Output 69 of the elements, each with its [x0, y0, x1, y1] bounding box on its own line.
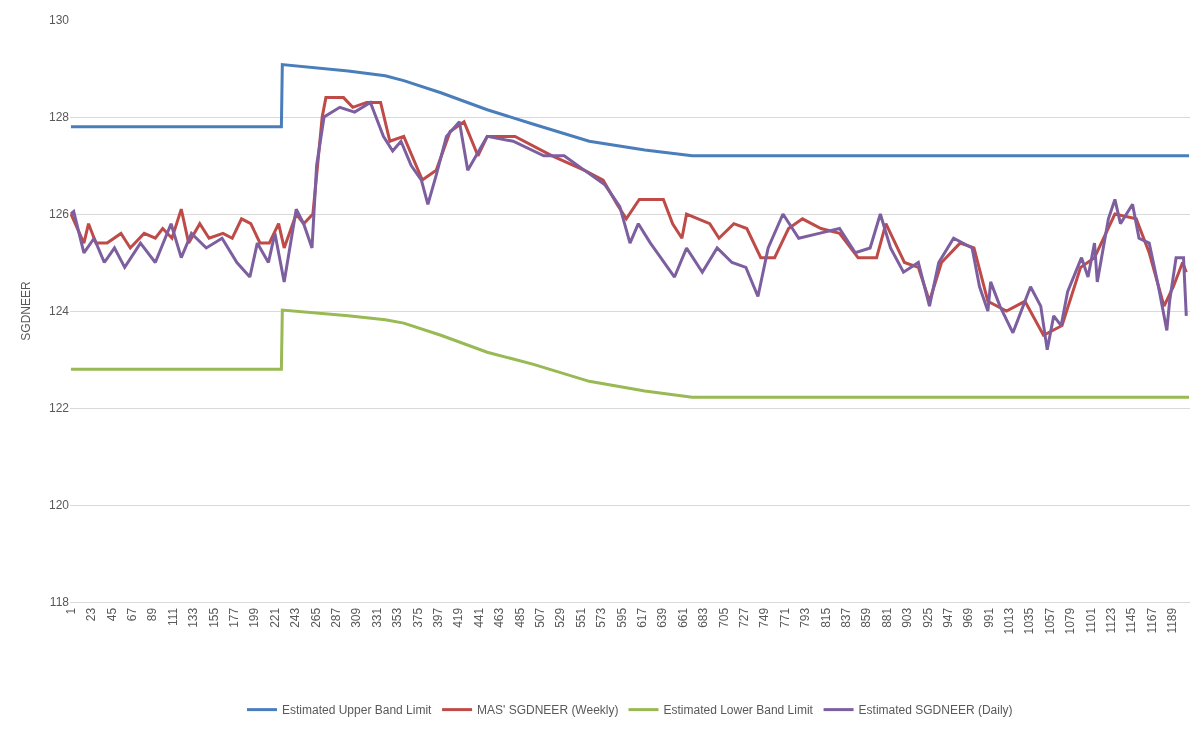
- x-tick-label: 991: [981, 607, 996, 628]
- x-tick-label: 463: [492, 607, 507, 628]
- x-tick-label: 397: [430, 607, 445, 628]
- x-tick-label: 529: [553, 607, 568, 628]
- y-tick-label: 130: [48, 13, 70, 28]
- x-tick-label: 1079: [1063, 607, 1078, 635]
- x-tick-label: 1: [63, 607, 78, 615]
- x-tick-label: 485: [512, 607, 527, 628]
- legend-label: MAS' SGDNEER (Weekly): [477, 703, 619, 718]
- x-tick-label: 67: [125, 607, 140, 622]
- x-tick-label: 309: [349, 607, 364, 628]
- y-tick-label: 122: [48, 401, 70, 416]
- x-tick-label: 903: [900, 607, 915, 628]
- y-axis-title: SGDNEER: [19, 280, 34, 341]
- line-series: [70, 308, 1190, 399]
- x-tick-label: 375: [410, 607, 425, 628]
- x-tick-label: 837: [838, 607, 853, 628]
- y-tick-label: 126: [48, 207, 70, 222]
- x-tick-label: 133: [186, 607, 201, 628]
- x-tick-label: 155: [206, 607, 221, 628]
- x-tick-label: 1057: [1042, 607, 1057, 635]
- line-series: [70, 63, 1190, 158]
- x-tick-label: 1035: [1022, 607, 1037, 635]
- x-tick-label: 947: [940, 607, 955, 628]
- x-tick-label: 89: [145, 607, 160, 622]
- x-tick-label: 199: [247, 607, 262, 628]
- x-tick-label: 705: [716, 607, 731, 628]
- x-tick-label: 859: [859, 607, 874, 628]
- y-tick-label: 128: [48, 110, 70, 125]
- x-tick-label: 881: [879, 607, 894, 628]
- x-tick-label: 551: [573, 607, 588, 628]
- x-tick-label: 441: [471, 607, 486, 628]
- x-tick-label: 925: [920, 607, 935, 628]
- x-tick-label: 639: [655, 607, 670, 628]
- x-tick-label: 177: [227, 607, 242, 628]
- x-tick-label: 1013: [1002, 607, 1017, 635]
- y-tick-label: 120: [48, 498, 70, 513]
- legend-label: Estimated Upper Band Limit: [282, 703, 433, 718]
- x-tick-label: 683: [696, 607, 711, 628]
- x-tick-label: 573: [594, 607, 609, 628]
- y-tick-label: 118: [49, 595, 70, 610]
- x-tick-label: 969: [961, 607, 976, 628]
- y-tick-label: 124: [48, 304, 70, 319]
- x-tick-label: 265: [308, 607, 323, 628]
- x-tick-label: 749: [757, 607, 772, 628]
- x-tick-label: 419: [451, 607, 466, 628]
- x-tick-label: 793: [798, 607, 813, 628]
- x-tick-label: 727: [736, 607, 751, 628]
- legend-label: Estimated SGDNEER (Daily): [858, 703, 1013, 718]
- x-tick-label: 331: [369, 607, 384, 628]
- x-tick-label: 1101: [1083, 607, 1098, 634]
- x-tick-label: 507: [532, 607, 547, 628]
- x-tick-label: 111: [165, 607, 180, 627]
- x-tick-label: 1123: [1104, 607, 1119, 634]
- x-tick-label: 1167: [1144, 607, 1159, 634]
- x-tick-label: 287: [328, 607, 343, 628]
- x-tick-label: 1189: [1165, 607, 1180, 634]
- legend-label: Estimated Lower Band Limit: [663, 703, 814, 718]
- x-tick-label: 661: [675, 607, 690, 628]
- x-tick-label: 815: [818, 607, 833, 628]
- x-tick-label: 221: [267, 607, 282, 628]
- x-tick-label: 771: [777, 607, 792, 628]
- x-tick-label: 243: [288, 607, 303, 628]
- x-tick-label: 617: [634, 607, 649, 628]
- x-tick-label: 45: [104, 607, 119, 622]
- x-tick-label: 1145: [1124, 607, 1139, 634]
- x-tick-label: 595: [614, 607, 629, 628]
- x-tick-label: 23: [84, 607, 99, 622]
- x-tick-label: 353: [390, 607, 405, 628]
